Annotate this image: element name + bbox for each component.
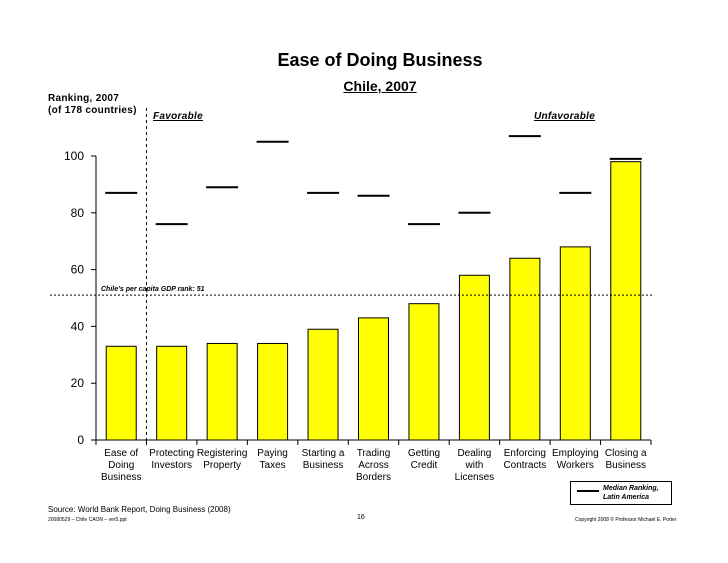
category-label-line: Contracts <box>503 460 546 471</box>
y-axis-label-line1: Ranking, 2007 <box>48 93 120 104</box>
bar <box>509 257 541 441</box>
source-note: Source: World Bank Report, Doing Busines… <box>48 505 231 514</box>
bar <box>358 317 389 441</box>
category-label: Registering Property <box>197 448 248 471</box>
category-label-line: Ease of <box>104 448 138 459</box>
category-label-line: Getting <box>408 448 440 459</box>
category-label: Paying Taxes <box>257 448 288 471</box>
category-label-line: Workers <box>557 460 594 471</box>
category-label-line: Registering <box>197 448 248 459</box>
y-axis-label-line2: (of 178 countries) <box>48 105 137 116</box>
category-label-line: Property <box>203 460 241 471</box>
category-label: Dealing with Licenses <box>455 448 494 483</box>
y-tick-label: 100 <box>64 149 84 163</box>
category-label: Getting Credit <box>408 448 440 471</box>
file-name: 20080529 – Chile CAON – ver5.ppt <box>48 517 127 523</box>
category-label-line: Credit <box>411 460 438 471</box>
y-tick-label: 20 <box>71 376 85 390</box>
unfavorable-label: Unfavorable <box>534 111 596 122</box>
bar <box>105 345 137 441</box>
category-label: Ease of Doing Business <box>101 448 142 483</box>
category-label-line: Licenses <box>455 472 494 483</box>
category-label-line: Taxes <box>260 460 286 471</box>
category-label-line: Business <box>101 472 142 483</box>
reference-line-label: Chile’s per capita GDP rank: 51 <box>101 286 205 293</box>
legend-median-swatch <box>577 490 599 492</box>
legend-line2: Latin America <box>603 494 650 501</box>
category-label-line: Borders <box>356 472 391 483</box>
category-label-line: Protecting <box>149 448 194 459</box>
chart-title: Ease of Doing Business <box>277 50 483 70</box>
category-label: Trading Across Borders <box>356 448 391 483</box>
category-label-line: Across <box>358 460 389 471</box>
bar <box>307 328 339 441</box>
bar <box>559 246 591 441</box>
chart-subtitle: Chile, 2007 <box>343 78 417 94</box>
y-tick-label: 80 <box>71 206 85 220</box>
category-label-line: Employing <box>552 448 599 459</box>
category-label-line: Business <box>303 460 344 471</box>
category-label-line: Starting a <box>302 448 345 459</box>
category-label: Enforcing Contracts <box>503 448 546 471</box>
legend-median-label: Median Ranking, Latin America <box>603 484 659 502</box>
bar <box>408 303 440 441</box>
bar <box>610 161 642 441</box>
page-number: 16 <box>357 514 365 521</box>
bar <box>257 342 289 441</box>
bar <box>206 342 238 441</box>
legend-line1: Median Ranking, <box>603 485 659 492</box>
y-tick-label: 0 <box>77 433 84 447</box>
y-tick-label: 40 <box>71 319 85 333</box>
favorable-label: Favorable <box>153 111 203 122</box>
category-label-line: Doing <box>108 460 134 471</box>
category-label-line: with <box>465 460 484 471</box>
category-label-line: Closing a <box>605 448 647 459</box>
bar <box>156 345 188 441</box>
legend: Median Ranking, Latin America <box>570 481 672 505</box>
category-label-line: Enforcing <box>504 448 546 459</box>
bar <box>458 274 490 441</box>
category-label-line: Dealing <box>457 448 491 459</box>
category-label-line: Business <box>605 460 646 471</box>
category-label: Closing a Business <box>605 448 647 471</box>
category-label-line: Investors <box>151 460 192 471</box>
category-label-line: Paying <box>257 448 288 459</box>
category-label: Starting a Business <box>302 448 345 471</box>
y-tick-label: 60 <box>71 263 85 277</box>
category-label-line: Trading <box>357 448 391 459</box>
y-axis-label: Ranking, 2007 (of 178 countries) <box>48 93 137 117</box>
category-label: Protecting Investors <box>149 448 194 471</box>
category-label: Employing Workers <box>552 448 599 471</box>
copyright: Copyright 2008 © Professor Michael E. Po… <box>575 517 677 523</box>
